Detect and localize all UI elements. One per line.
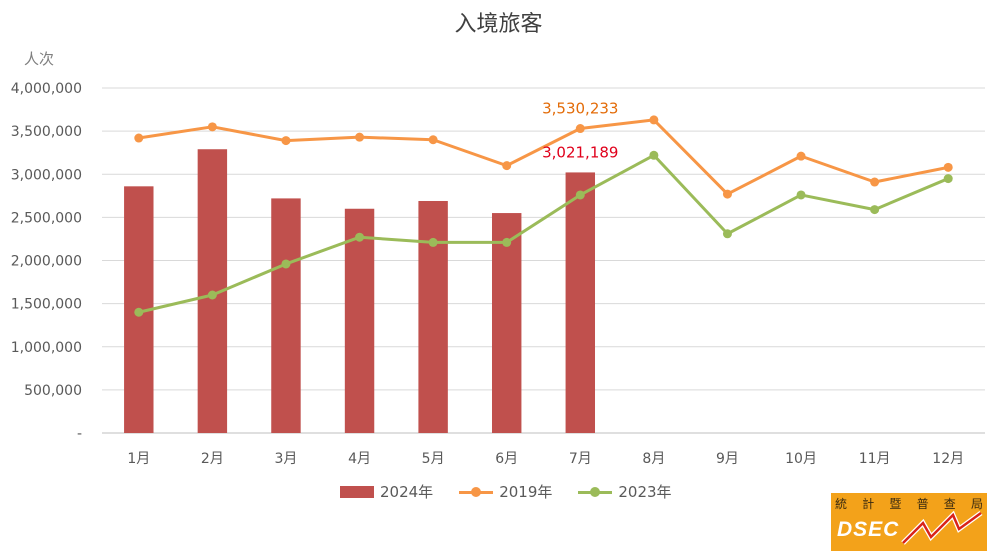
logo-char: 計 xyxy=(862,497,875,511)
chart-legend: 2024年 2019年 2023年 xyxy=(340,481,672,502)
legend-label-2024: 2024年 xyxy=(380,483,434,501)
point-2023 xyxy=(649,150,659,160)
point-2019 xyxy=(281,136,291,146)
y-tick-label: 1,000,000 xyxy=(11,340,82,356)
line-2019 xyxy=(138,118,949,196)
legend-item-2023: 2023年 xyxy=(578,481,672,502)
legend-label-2019: 2019年 xyxy=(499,483,553,501)
logo-char: 暨 xyxy=(889,497,902,511)
point-2019 xyxy=(649,115,659,125)
logo-chars: 統 計 暨 普 查 局 xyxy=(835,495,983,512)
point-2023 xyxy=(502,237,512,247)
y-tick-label: 3,500,000 xyxy=(11,124,82,140)
point-2023 xyxy=(722,229,732,239)
point-2019 xyxy=(575,124,585,134)
chart-title: 入境旅客 xyxy=(454,12,543,37)
x-tick-label: 9月 xyxy=(716,451,739,467)
y-tick-label: 2,500,000 xyxy=(11,210,82,226)
logo-text: DSEC xyxy=(837,518,900,541)
y-tick-label: - xyxy=(77,426,82,442)
point-2019 xyxy=(134,133,144,143)
point-2019 xyxy=(870,177,880,187)
point-2019 xyxy=(502,161,512,171)
point-2023 xyxy=(796,190,806,200)
point-2023 xyxy=(870,205,880,215)
point-2019 xyxy=(722,189,732,199)
point-2019 xyxy=(207,122,217,132)
y-tick-label: 500,000 xyxy=(24,383,82,399)
y-tick-label: 2,000,000 xyxy=(11,254,82,270)
x-tick-label: 5月 xyxy=(422,451,445,467)
legend-swatch-2019 xyxy=(459,486,494,498)
x-tick-label: 12月 xyxy=(932,451,964,467)
bar-2024 xyxy=(491,213,522,433)
bar-2024 xyxy=(271,198,301,433)
point-2019 xyxy=(355,132,365,142)
bar-2024 xyxy=(344,208,375,433)
point-2019 xyxy=(428,135,438,145)
point-2023 xyxy=(575,190,585,200)
logo-bolt-icon xyxy=(901,510,983,545)
dsec-logo: 統 計 暨 普 查 局 DSEC xyxy=(831,493,987,551)
x-tick-label: 4月 xyxy=(348,451,371,467)
x-tick-label: 8月 xyxy=(642,451,665,467)
point-2023 xyxy=(134,307,144,317)
y-axis-label: 人次 xyxy=(24,50,55,68)
x-tick-label: 10月 xyxy=(785,451,817,467)
legend-swatch-2024 xyxy=(340,485,374,498)
data-label: 3,021,189 xyxy=(542,143,618,161)
x-tick-label: 1月 xyxy=(127,451,150,467)
point-2019 xyxy=(943,162,953,172)
y-tick-label: 4,000,000 xyxy=(11,81,82,97)
logo-char: 局 xyxy=(970,497,983,511)
point-2023 xyxy=(207,290,217,300)
x-tick-label: 6月 xyxy=(495,451,518,467)
legend-swatch-2023 xyxy=(578,486,613,498)
legend-label-2023: 2023年 xyxy=(618,483,672,501)
logo-char: 普 xyxy=(916,497,929,511)
logo-char: 統 xyxy=(835,497,848,511)
point-2023 xyxy=(281,259,291,269)
point-2023 xyxy=(943,174,953,184)
x-tick-label: 3月 xyxy=(274,451,297,467)
point-2023 xyxy=(428,237,438,247)
legend-item-2019: 2019年 xyxy=(459,481,552,502)
x-tick-label: 7月 xyxy=(569,451,592,467)
legend-item-2024: 2024年 xyxy=(340,481,433,502)
point-2019 xyxy=(796,151,806,161)
bar-2024 xyxy=(565,172,596,433)
line-2023 xyxy=(138,153,949,314)
point-2023 xyxy=(355,232,365,242)
data-label: 3,530,233 xyxy=(542,100,618,118)
y-tick-label: 1,500,000 xyxy=(11,297,82,313)
x-tick-label: 11月 xyxy=(859,451,891,467)
y-tick-label: 3,000,000 xyxy=(11,167,82,183)
bar-2024 xyxy=(418,200,448,433)
x-tick-label: 2月 xyxy=(201,451,224,467)
logo-char: 查 xyxy=(943,497,956,511)
